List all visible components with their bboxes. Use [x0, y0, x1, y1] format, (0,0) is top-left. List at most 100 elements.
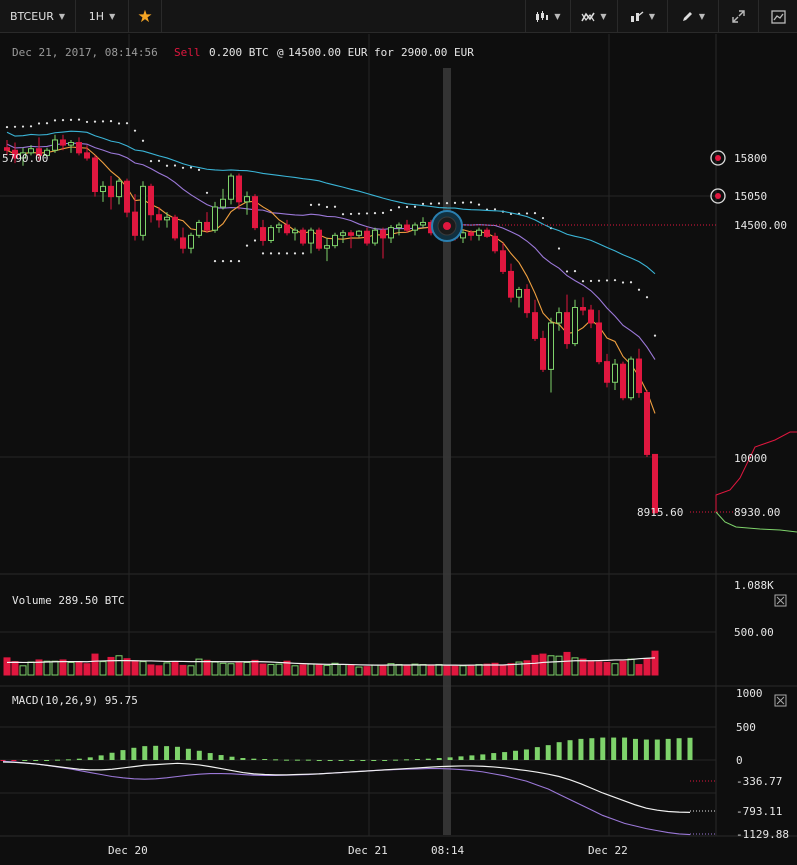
candle-body: [308, 229, 314, 244]
sar-dot: [589, 279, 593, 283]
macd-histogram-bar: [611, 737, 617, 760]
candle-body: [468, 232, 474, 236]
chart-type-button[interactable]: ▼: [525, 0, 571, 33]
trade-marker[interactable]: [431, 210, 463, 242]
volume-bar: [531, 654, 539, 676]
volume-bar: [483, 663, 491, 676]
candle-body: [4, 147, 10, 151]
ask-depth-line: [715, 431, 797, 512]
candle-body: [628, 358, 634, 399]
candle-body: [524, 288, 530, 314]
candles-icon: [536, 10, 549, 22]
macd-histogram-bar: [447, 757, 453, 760]
left-price-label: 5790.00: [2, 152, 48, 165]
indicators-button[interactable]: ▼: [571, 0, 618, 33]
indicators-icon: [581, 12, 596, 21]
candle-body: [292, 229, 298, 234]
candle-body: [132, 211, 138, 236]
sar-dot: [373, 212, 377, 215]
interval-selector[interactable]: 1H ▼: [76, 0, 129, 33]
time-axis-label: Dec 22: [588, 844, 628, 857]
volume-bar: [419, 664, 427, 676]
candle: [180, 227, 186, 254]
candle: [100, 181, 106, 202]
volume-bar: [283, 660, 291, 676]
price-alert-15050[interactable]: [710, 188, 726, 204]
candle: [524, 284, 530, 318]
candle-body: [44, 149, 50, 156]
sar-dot: [349, 212, 353, 216]
candle: [308, 227, 314, 254]
macd-axis-label: 0: [736, 754, 743, 767]
macd-histogram-bar: [349, 760, 355, 761]
candle: [172, 214, 178, 241]
sar-dot: [533, 212, 537, 215]
macd-histogram-bar: [665, 738, 671, 760]
macd-histogram-bar: [338, 760, 344, 761]
macd-histogram-bar: [55, 759, 61, 761]
candle-body: [548, 322, 554, 370]
sar-dot: [333, 205, 337, 208]
volume-bar: [579, 658, 587, 676]
macd-histogram-bar: [425, 758, 431, 760]
fullscreen-button[interactable]: [719, 0, 759, 33]
sar-dot: [429, 202, 433, 205]
snapshot-button[interactable]: [759, 0, 797, 33]
macd-histogram-bar: [316, 760, 322, 761]
volume-bar: [331, 662, 339, 676]
candle-body: [212, 206, 218, 231]
candle: [460, 230, 466, 244]
sar-dot: [437, 202, 441, 205]
candle: [124, 178, 130, 218]
chevron-down-icon: ▼: [648, 12, 656, 21]
sar-dot: [365, 212, 369, 215]
drawing-tools-button[interactable]: ▼: [668, 0, 719, 33]
volume-bar: [643, 658, 651, 676]
volume-bar: [187, 665, 195, 676]
chart-canvas[interactable]: Dec 21, 2017, 08:14:56 Sell 0.200 BTC @ …: [0, 34, 797, 865]
compare-button[interactable]: ▼: [618, 0, 668, 33]
sar-dot: [77, 118, 81, 121]
sar-dot: [261, 252, 265, 255]
candle-body: [148, 185, 154, 216]
macd-histogram-bar: [76, 758, 82, 760]
time-axis-label: Dec 20: [108, 844, 148, 857]
candle: [476, 227, 482, 241]
candle: [284, 219, 290, 236]
alert-circle-icon: [710, 150, 726, 166]
volume-close-button[interactable]: [774, 594, 787, 607]
candle-body: [620, 363, 626, 399]
sar-dot: [109, 120, 113, 123]
candle-body: [484, 229, 490, 237]
favorite-button[interactable]: ★: [129, 0, 162, 33]
candle: [212, 201, 218, 233]
volume-bar: [147, 664, 155, 676]
candle: [532, 299, 538, 342]
sar-dot: [573, 270, 577, 273]
price-axis-label: 15050: [734, 190, 767, 203]
candle-body: [540, 337, 546, 370]
volume-bar: [43, 660, 51, 676]
chevron-down-icon: ▼: [58, 12, 66, 21]
candle-body: [52, 139, 58, 151]
sar-dot: [541, 216, 545, 220]
macd-close-button[interactable]: [774, 694, 787, 707]
trade-side: Sell: [174, 46, 201, 59]
sar-dot: [477, 203, 481, 206]
volume-bar: [371, 664, 379, 676]
volume-bar: [379, 664, 387, 676]
candle-body: [372, 229, 378, 244]
candle-body: [564, 312, 570, 345]
bid-depth-line: [715, 511, 797, 533]
candle: [500, 243, 506, 274]
volume-bar: [131, 660, 139, 676]
volume-bar: [139, 661, 147, 676]
symbol-selector[interactable]: BTCEUR ▼: [0, 0, 76, 33]
volume-bar: [99, 661, 107, 676]
candle: [12, 142, 18, 164]
sar-dot: [613, 279, 617, 282]
volume-bar: [523, 660, 531, 676]
price-alert-15800[interactable]: [710, 150, 726, 166]
candle: [404, 219, 410, 233]
volume-bar: [243, 661, 251, 676]
